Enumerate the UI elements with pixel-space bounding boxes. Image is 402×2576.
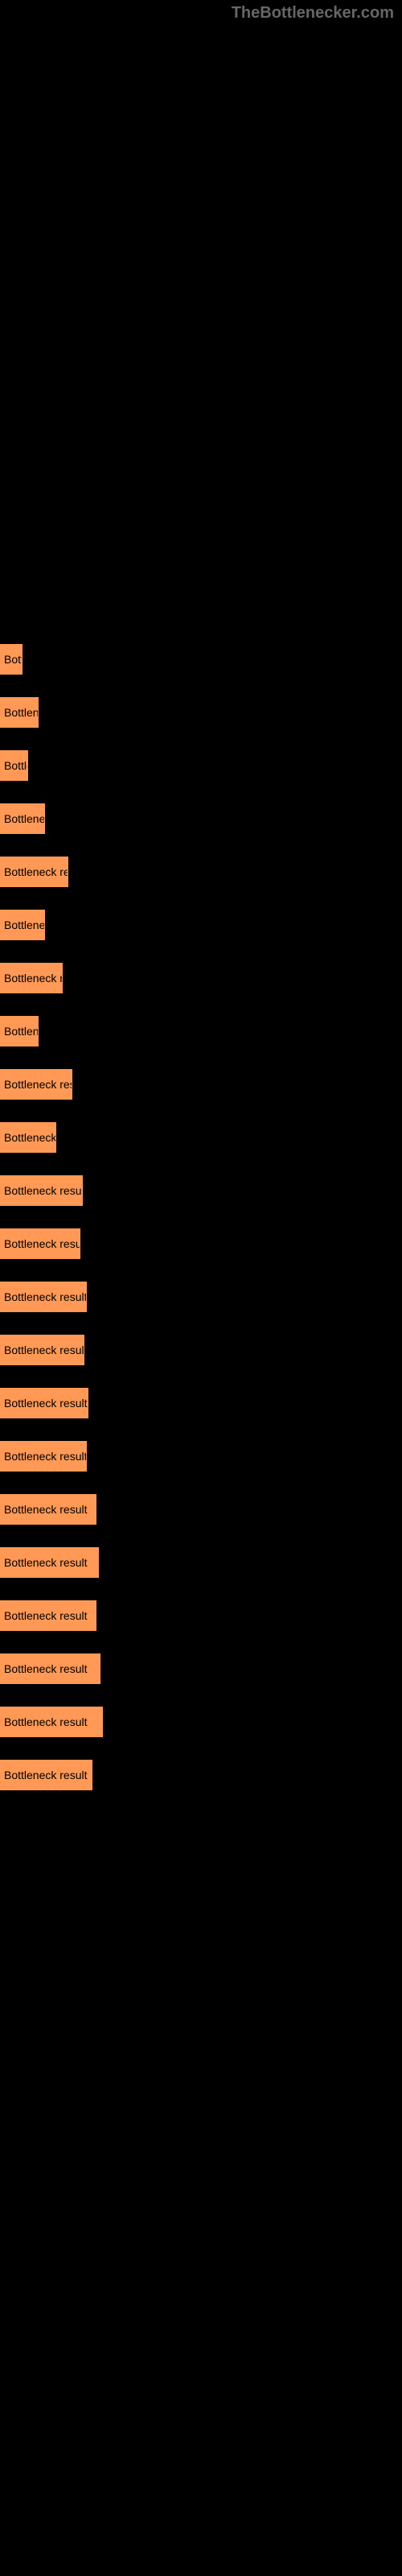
bar-row: Bottlenec bbox=[0, 697, 402, 728]
bar-row: Bottl bbox=[0, 644, 402, 675]
bar-chart: Bottl Bottlenec Bottle Bottleneck Bottleneck… bbox=[0, 0, 402, 1790]
chart-bar[interactable]: Bottleneck result bbox=[0, 1760, 92, 1790]
chart-bar[interactable]: Bottleneck result bbox=[0, 1388, 88, 1418]
chart-bar[interactable]: Bottleneck result bbox=[0, 1547, 99, 1578]
chart-bar[interactable]: Bottleneck result bbox=[0, 1228, 80, 1259]
bar-row: Bottleneck res bbox=[0, 857, 402, 887]
chart-bar[interactable]: Bottl bbox=[0, 644, 23, 675]
chart-bar[interactable]: Bottleneck res bbox=[0, 857, 68, 887]
chart-bar[interactable]: Bottleneck result bbox=[0, 1707, 103, 1737]
chart-bar[interactable]: Bottleneck result bbox=[0, 1441, 87, 1472]
chart-bar[interactable]: Bottleneck result bbox=[0, 1175, 83, 1206]
chart-bar[interactable]: Bottleneck re bbox=[0, 963, 63, 993]
bar-row: Bottleneck result bbox=[0, 1335, 402, 1365]
chart-bar[interactable]: Bottleneck result bbox=[0, 1600, 96, 1631]
bar-row: Bottleneck result bbox=[0, 1494, 402, 1525]
chart-bar[interactable]: Bottleneck bbox=[0, 803, 45, 834]
bar-row: Bottle bbox=[0, 750, 402, 781]
bar-row: Bottleneck r bbox=[0, 1122, 402, 1153]
chart-bar[interactable]: Bottleneck r bbox=[0, 1122, 56, 1153]
bar-row: Bottleneck result bbox=[0, 1175, 402, 1206]
bar-row: Bottleneck result bbox=[0, 1600, 402, 1631]
chart-bar[interactable]: Bottlenec bbox=[0, 1016, 39, 1046]
bar-row: Bottleneck result bbox=[0, 1388, 402, 1418]
bar-row: Bottleneck result bbox=[0, 1653, 402, 1684]
bar-row: Bottleneck resu bbox=[0, 1069, 402, 1100]
bar-row: Bottlenec bbox=[0, 1016, 402, 1046]
chart-bar[interactable]: Bottleneck result bbox=[0, 1282, 87, 1312]
bar-row: Bottleneck result bbox=[0, 1441, 402, 1472]
bar-row: Bottleneck result bbox=[0, 1228, 402, 1259]
bar-row: Bottleneck result bbox=[0, 1282, 402, 1312]
chart-bar[interactable]: Bottleneck resu bbox=[0, 1069, 72, 1100]
chart-bar[interactable]: Bottlenec bbox=[0, 697, 39, 728]
chart-bar[interactable]: Bottle bbox=[0, 750, 28, 781]
bar-row: Bottleneck bbox=[0, 910, 402, 940]
chart-bar[interactable]: Bottleneck result bbox=[0, 1494, 96, 1525]
chart-bar[interactable]: Bottleneck result bbox=[0, 1653, 100, 1684]
chart-bar[interactable]: Bottleneck bbox=[0, 910, 45, 940]
bar-row: Bottleneck re bbox=[0, 963, 402, 993]
bar-row: Bottleneck result bbox=[0, 1760, 402, 1790]
chart-bar[interactable]: Bottleneck result bbox=[0, 1335, 84, 1365]
bar-row: Bottleneck bbox=[0, 803, 402, 834]
bar-row: Bottleneck result bbox=[0, 1707, 402, 1737]
watermark-text: TheBottlenecker.com bbox=[232, 4, 394, 23]
bar-row: Bottleneck result bbox=[0, 1547, 402, 1578]
